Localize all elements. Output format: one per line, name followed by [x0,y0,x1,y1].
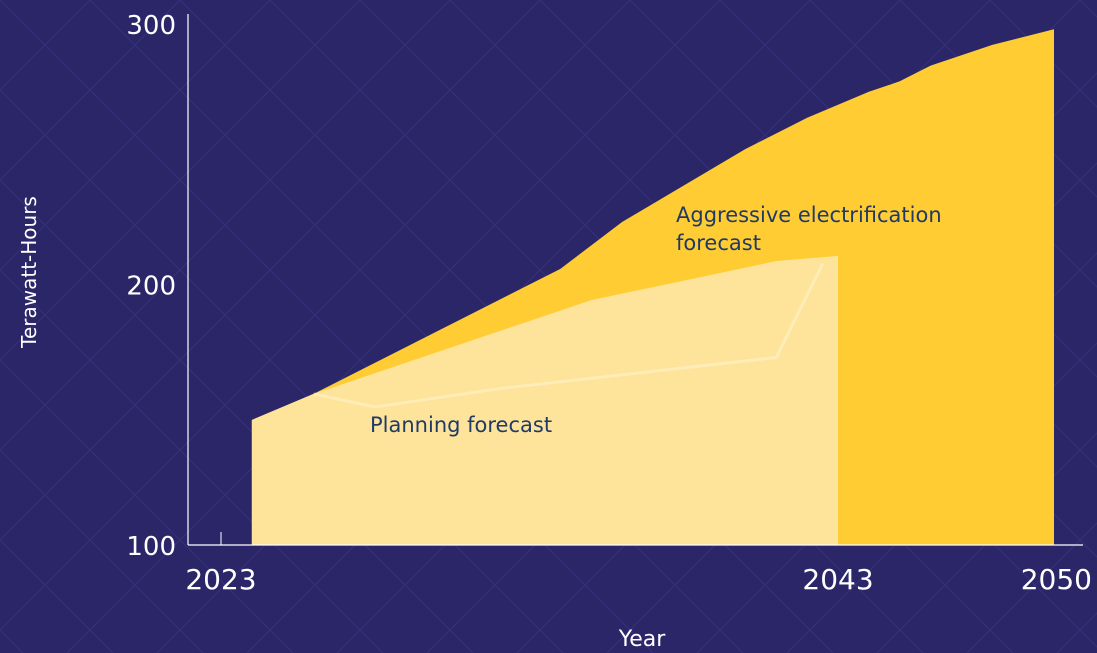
x-tick-label: 2043 [802,563,873,596]
planning-forecast-area [251,255,839,545]
planning-forecast-annotation: Planning forecast [370,413,552,437]
label-layer: 100 200 300 2023 2043 2050 Aggressive electrif… [126,11,1092,596]
x-tick-label: 2050 [1021,563,1092,596]
planning-forecast-highlight [313,262,824,409]
plot-area [251,29,1054,545]
x-axis-label: Year [618,627,667,652]
x-tick-label: 2023 [185,563,256,596]
y-axis-label: Terawatt-Hours [17,196,41,349]
aggressive-forecast-annotation: Aggressive electrification forecast [676,203,942,255]
y-tick-label: 300 [126,11,176,41]
y-tick-label: 200 [126,272,176,302]
y-tick-label: 100 [126,532,176,562]
